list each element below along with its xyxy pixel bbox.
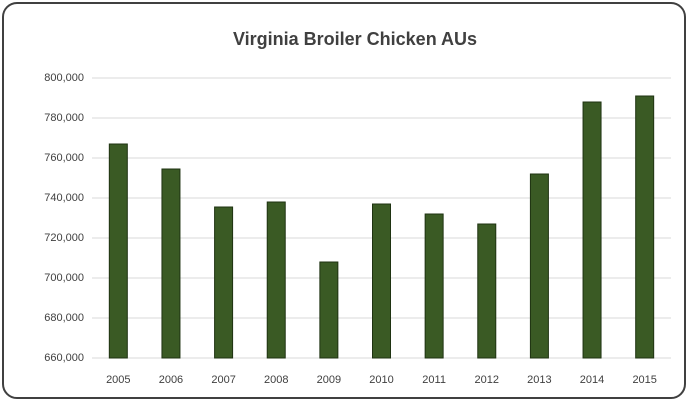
- x-tick-label: 2006: [159, 374, 183, 386]
- x-tick-label: 2007: [211, 374, 235, 386]
- x-tick-label: 2013: [527, 374, 551, 386]
- bar: [529, 173, 549, 359]
- y-tick-label: 780,000: [44, 112, 84, 124]
- bar: [424, 213, 444, 359]
- x-tick-label: 2015: [632, 374, 656, 386]
- bar: [266, 201, 286, 359]
- x-tick-label: 2005: [106, 374, 130, 386]
- bar: [372, 203, 391, 359]
- bar: [108, 143, 128, 359]
- bar: [161, 168, 181, 359]
- y-tick-label: 740,000: [44, 192, 84, 204]
- bar: [214, 206, 234, 359]
- y-tick-label: 660,000: [44, 352, 84, 364]
- y-tick-label: 680,000: [44, 312, 84, 324]
- bar: [582, 101, 602, 359]
- x-tick-label: 2014: [580, 374, 604, 386]
- x-tick-label: 2009: [317, 374, 341, 386]
- y-tick-label: 700,000: [44, 272, 84, 284]
- x-tick-label: 2010: [369, 374, 393, 386]
- y-tick-label: 800,000: [44, 72, 84, 84]
- bar: [319, 261, 339, 359]
- chart-title: Virginia Broiler Chicken AUs: [233, 29, 477, 49]
- y-tick-label: 720,000: [44, 232, 84, 244]
- bar: [477, 223, 497, 359]
- x-tick-label: 2012: [475, 374, 499, 386]
- bar: [635, 95, 655, 359]
- x-tick-label: 2011: [422, 374, 446, 386]
- y-tick-label: 760,000: [44, 152, 84, 164]
- x-tick-label: 2008: [264, 374, 288, 386]
